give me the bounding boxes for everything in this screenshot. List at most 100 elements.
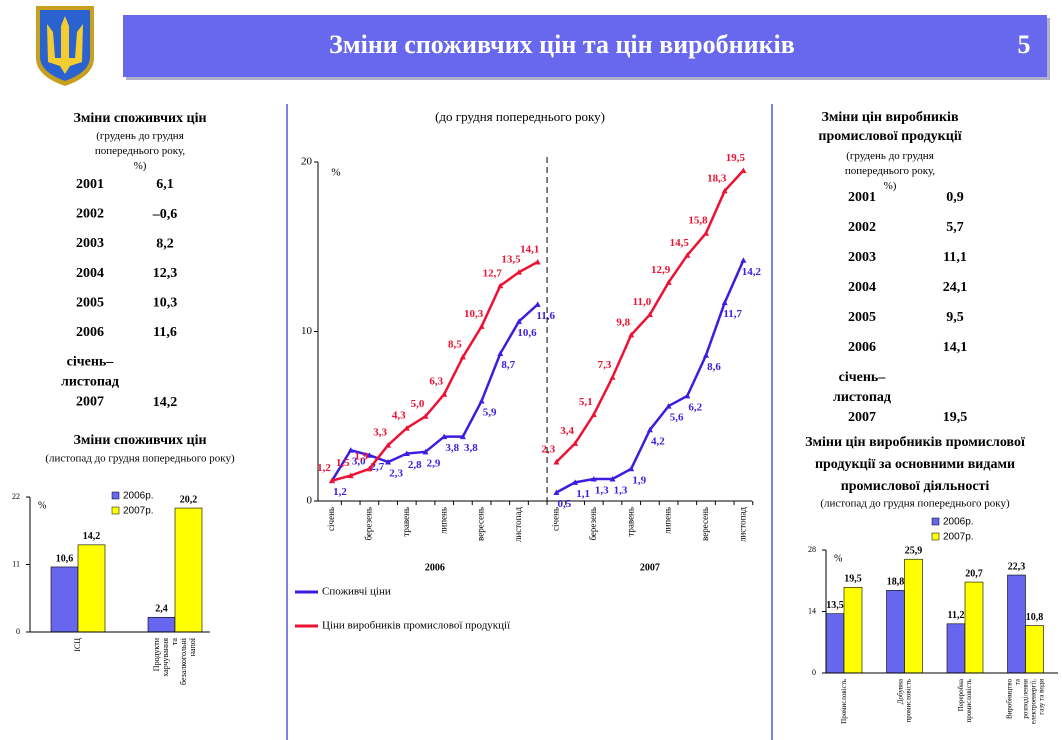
trident xyxy=(47,16,83,74)
point-marker xyxy=(534,301,541,307)
point-marker xyxy=(590,411,597,418)
table-title: Зміни споживчих цін xyxy=(73,111,206,126)
point-marker xyxy=(478,397,485,404)
bar-value-label: 19,5 xyxy=(844,574,862,585)
table-row-value: 19,5 xyxy=(943,410,968,425)
point-value-label: 12,9 xyxy=(651,264,671,276)
point-value-label: 2,3 xyxy=(542,444,556,456)
point-marker xyxy=(684,392,691,399)
bar-value-label: 22,3 xyxy=(1008,561,1026,572)
point-marker xyxy=(628,465,635,472)
point-marker xyxy=(609,475,616,482)
table-row-value: 0,9 xyxy=(946,190,964,205)
bar xyxy=(174,507,203,633)
point-marker xyxy=(703,230,709,236)
bar xyxy=(964,581,984,674)
series-line xyxy=(330,303,539,482)
x-tick-label: вересень xyxy=(476,507,486,541)
chart-subtitle: (листопад до грудня попереднього року) xyxy=(820,498,1010,510)
bar xyxy=(904,558,923,674)
point-value-label: 14,1 xyxy=(520,244,539,256)
table-row-value: 14,2 xyxy=(153,395,178,410)
table-row-label: 2001 xyxy=(848,190,876,205)
page-number: 5 xyxy=(1018,30,1031,59)
bar-value-label: 14,2 xyxy=(83,531,101,542)
point-marker xyxy=(459,433,466,440)
point-value-label: 2,9 xyxy=(427,457,441,469)
point-value-label: 19,5 xyxy=(726,152,746,164)
point-marker xyxy=(740,167,747,173)
point-value-label: 15,8 xyxy=(688,215,708,227)
point-value-label: 1,2 xyxy=(317,462,331,474)
point-value-label: 1,2 xyxy=(333,486,347,498)
point-value-label: 1,1 xyxy=(576,488,590,500)
table-row-value: 10,3 xyxy=(153,296,178,311)
x-tick-label: січень xyxy=(326,507,336,531)
point-value-label: 14,5 xyxy=(670,237,690,249)
x-tick-label: січень xyxy=(550,507,560,531)
point-value-label: 2,3 xyxy=(389,468,403,480)
point-value-label: 8,5 xyxy=(448,338,462,350)
point-marker xyxy=(422,448,429,455)
legend-label: 2007р. xyxy=(123,506,154,517)
table-row-value: 6,1 xyxy=(156,177,174,192)
table-row-label: 2005 xyxy=(848,310,876,325)
bar xyxy=(147,616,176,633)
x-tick-label: ІСЦ xyxy=(73,638,82,652)
point-marker xyxy=(553,459,560,465)
x-tick-label: липень xyxy=(663,507,673,534)
point-marker xyxy=(385,459,392,465)
legend-swatch xyxy=(111,506,120,515)
legend-swatch xyxy=(931,532,940,541)
point-marker xyxy=(347,447,354,453)
x-tick-label: травень xyxy=(625,507,635,537)
table-row-label: 2006 xyxy=(76,325,104,340)
y-tick-label: 14 xyxy=(808,606,816,615)
point-marker xyxy=(721,299,728,306)
legend-label: 2006р. xyxy=(943,517,974,528)
point-marker xyxy=(684,252,691,258)
bar-value-label: 18,8 xyxy=(887,577,905,588)
legend-label: 2006р. xyxy=(123,491,154,502)
bar xyxy=(886,590,905,674)
point-value-label: 6,2 xyxy=(688,401,702,413)
x-tick-label: Промисловість xyxy=(840,679,848,724)
point-value-label: 7,3 xyxy=(598,359,612,371)
point-marker xyxy=(403,450,410,457)
point-value-label: 11,6 xyxy=(536,310,555,322)
point-value-label: 1,9 xyxy=(632,474,646,486)
bar-value-label: 2,4 xyxy=(155,604,168,615)
bar-value-label: 10,8 xyxy=(1026,612,1044,623)
table-subtitle: (грудень до грудня попереднього року,%) xyxy=(95,130,185,172)
bar xyxy=(50,566,79,633)
bar xyxy=(1007,574,1026,674)
point-value-label: 4,3 xyxy=(392,410,406,422)
point-marker xyxy=(329,477,335,484)
table-row-label: 2004 xyxy=(848,280,876,295)
table-row-label: 2004 xyxy=(76,266,104,281)
point-marker xyxy=(646,426,653,433)
bar xyxy=(1025,625,1044,674)
y-tick-label: 0 xyxy=(16,627,20,636)
bar xyxy=(946,623,966,674)
point-value-label: 3,0 xyxy=(352,456,366,468)
chart-title: Зміни споживчих цін xyxy=(73,433,206,448)
x-tick-label: вересень xyxy=(700,507,710,541)
bar xyxy=(843,587,863,674)
chart-subtitle: (листопад до грудня попереднього року) xyxy=(45,453,235,465)
x-tick-label: березень xyxy=(363,507,373,541)
x-tick-label: Продуктихарчуваннятабезалкогольнінапої xyxy=(152,637,197,685)
point-value-label: 5,9 xyxy=(483,407,497,419)
point-value-label: 11,7 xyxy=(723,308,742,320)
point-value-label: 8,7 xyxy=(501,359,515,371)
table-row-label: січень– листопад 2007 xyxy=(833,370,891,425)
point-marker xyxy=(441,391,448,397)
x-tick-label: Виробництвотарозподіленняелектроенергії,… xyxy=(1005,678,1045,724)
table-row-value: 8,2 xyxy=(156,236,174,251)
table-row-value: 11,1 xyxy=(943,250,967,265)
y-tick-label: 10 xyxy=(301,325,313,337)
table-row-value: 14,1 xyxy=(943,340,968,355)
y-axis-label: % xyxy=(331,167,340,179)
table-title: Зміни цін виробників промислової продукці… xyxy=(818,110,961,144)
